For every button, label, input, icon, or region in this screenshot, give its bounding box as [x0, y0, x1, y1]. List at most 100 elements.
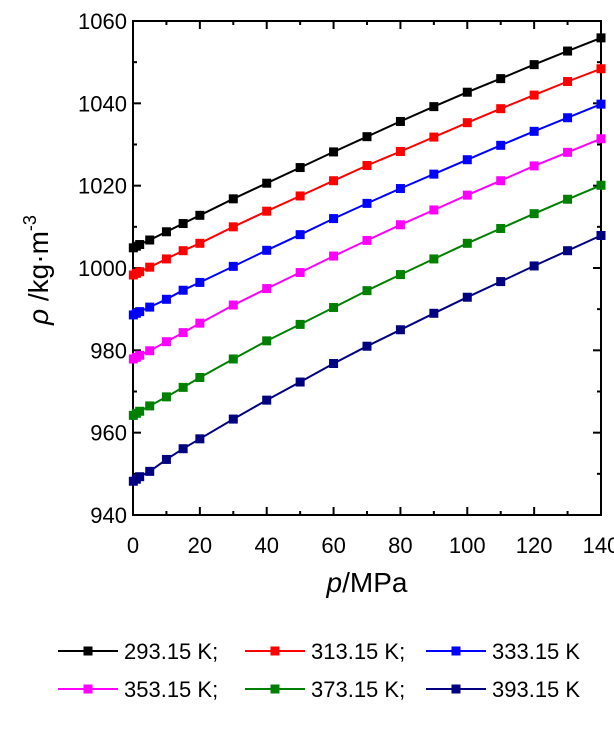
y-axis-exponent: -3: [20, 215, 40, 231]
data-point: [429, 169, 439, 179]
legend-swatch-marker: [83, 684, 93, 694]
data-point: [195, 373, 205, 383]
data-point: [429, 205, 439, 215]
data-point: [362, 198, 372, 208]
data-point: [496, 140, 506, 150]
data-point: [563, 194, 573, 204]
x-tick-label: 0: [127, 533, 139, 558]
legend-label: 353.15 K;: [124, 677, 218, 702]
data-point: [462, 118, 472, 128]
data-point: [429, 308, 439, 318]
data-point: [262, 206, 272, 216]
data-point: [195, 434, 205, 444]
y-tick-label: 1040: [78, 91, 127, 116]
data-point: [262, 284, 272, 294]
data-point: [395, 270, 405, 280]
data-point: [496, 176, 506, 186]
data-point: [161, 294, 171, 304]
data-point: [329, 176, 339, 186]
data-point: [496, 74, 506, 84]
data-point: [195, 318, 205, 328]
data-point: [529, 209, 539, 219]
data-point: [596, 230, 606, 240]
data-point: [529, 90, 539, 100]
data-point: [135, 350, 145, 360]
data-point: [563, 246, 573, 256]
data-point: [529, 161, 539, 171]
data-point: [596, 180, 606, 190]
data-point: [178, 246, 188, 256]
data-point: [596, 99, 606, 109]
x-tick-label: 40: [254, 533, 278, 558]
x-axis-symbol: p: [326, 567, 343, 598]
data-point: [161, 254, 171, 264]
data-point: [145, 466, 155, 476]
data-point: [195, 277, 205, 287]
data-point: [228, 354, 238, 364]
x-tick-label: 140: [583, 533, 614, 558]
legend-swatch-marker: [83, 646, 93, 656]
data-point: [161, 337, 171, 347]
data-point: [563, 113, 573, 123]
data-point: [295, 191, 305, 201]
legend-label: 393.15 K: [492, 677, 580, 702]
x-tick-label: 60: [321, 533, 345, 558]
x-tick-label: 100: [449, 533, 486, 558]
y-tick-label: 980: [90, 338, 127, 363]
data-point: [529, 126, 539, 136]
data-point: [262, 178, 272, 188]
data-point: [329, 147, 339, 157]
data-point: [429, 132, 439, 142]
data-point: [135, 240, 145, 250]
data-point: [135, 472, 145, 482]
data-point: [596, 33, 606, 43]
series-layer: [128, 33, 606, 486]
legend-label: 373.15 K;: [311, 677, 405, 702]
legend-swatch-marker: [451, 684, 461, 694]
data-point: [563, 77, 573, 87]
data-point: [228, 414, 238, 424]
data-point: [395, 220, 405, 230]
data-point: [161, 392, 171, 402]
y-axis-symbol: ρ: [23, 309, 54, 326]
data-point: [228, 261, 238, 271]
legend-label: 313.15 K;: [311, 639, 405, 664]
data-point: [529, 60, 539, 70]
axis-ticks: 0 20 40 60 80 100 120 140 940 960 980 1000 1020 1040 1…: [78, 9, 614, 558]
y-tick-label: 960: [90, 421, 127, 446]
data-point: [563, 147, 573, 157]
data-point: [295, 377, 305, 387]
data-point: [135, 406, 145, 416]
data-point: [462, 238, 472, 248]
y-tick-label: 940: [90, 503, 127, 528]
data-point: [228, 222, 238, 232]
y-tick-label: 1020: [78, 174, 127, 199]
x-axis-title: p/MPa: [326, 567, 408, 598]
data-point: [362, 286, 372, 296]
data-point: [462, 190, 472, 200]
data-point: [429, 254, 439, 264]
data-point: [178, 328, 188, 338]
data-point: [596, 134, 606, 144]
data-point: [362, 160, 372, 170]
y-tick-label: 1060: [78, 9, 127, 34]
data-point: [329, 303, 339, 313]
y-axis-unit: /kg·m: [23, 231, 54, 309]
data-point: [145, 302, 155, 312]
data-point: [362, 235, 372, 245]
data-point: [295, 163, 305, 173]
data-point: [135, 267, 145, 277]
data-point: [195, 210, 205, 220]
data-point: [161, 454, 171, 464]
data-point: [563, 46, 573, 56]
data-point: [329, 214, 339, 224]
data-point: [395, 116, 405, 126]
data-point: [195, 238, 205, 248]
data-point: [135, 307, 145, 317]
data-point: [178, 382, 188, 392]
data-point: [161, 227, 171, 237]
data-point: [228, 194, 238, 204]
legend-label: 293.15 K;: [124, 639, 218, 664]
data-point: [262, 336, 272, 346]
